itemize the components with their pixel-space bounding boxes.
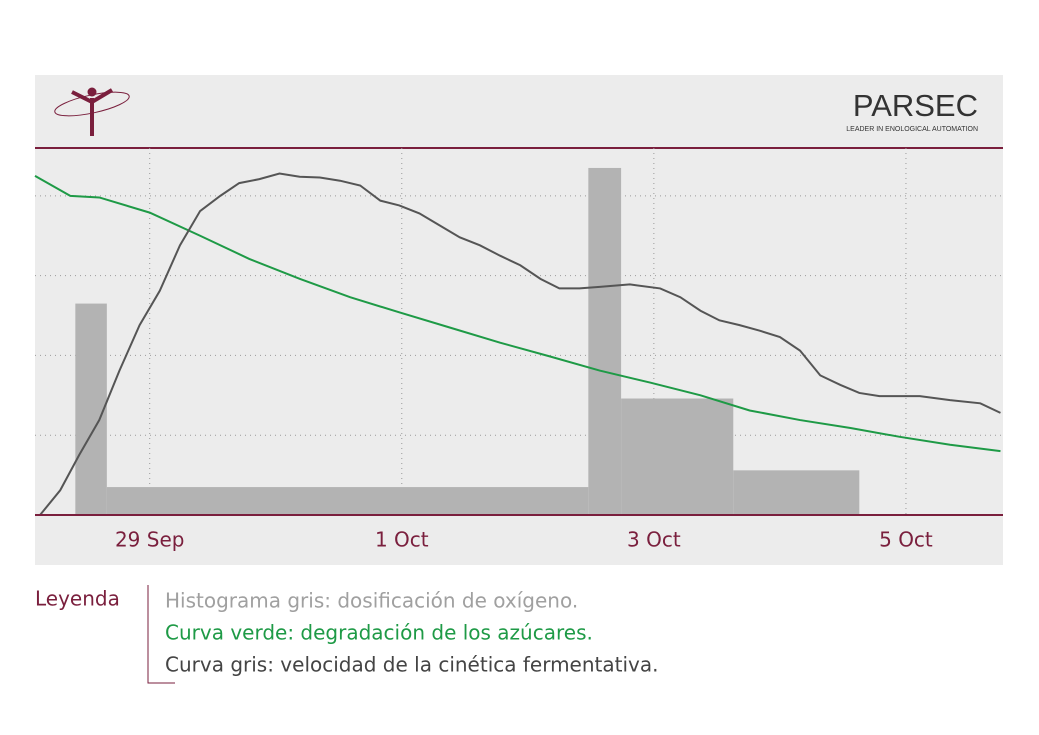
legend-bracket	[147, 585, 175, 684]
histogram-bar	[75, 303, 107, 515]
line	[34, 175, 1001, 453]
histogram-bar	[733, 470, 860, 515]
x-tick-label: 29 Sep	[115, 528, 185, 552]
x-tick-label: 5 Oct	[879, 528, 933, 552]
brand: PARSEC	[853, 88, 978, 123]
line	[39, 172, 1001, 516]
legend-entry: Histograma gris: dosificación de oxígeno…	[165, 589, 578, 613]
histogram-bar	[621, 398, 734, 515]
tagline: LEADER IN ENOLOGICAL AUTOMATION	[846, 126, 978, 133]
legend-entry: Curva gris: velocidad de la cinética fer…	[165, 653, 659, 677]
histogram-bar	[588, 167, 622, 515]
legend-title: Leyenda	[35, 587, 120, 611]
x-tick-label: 1 Oct	[375, 528, 429, 552]
logo-icon	[54, 87, 130, 136]
legend-entry: Curva verde: degradación de los azúcares…	[165, 621, 593, 645]
x-tick-label: 3 Oct	[627, 528, 681, 552]
histogram-bar	[106, 487, 589, 515]
